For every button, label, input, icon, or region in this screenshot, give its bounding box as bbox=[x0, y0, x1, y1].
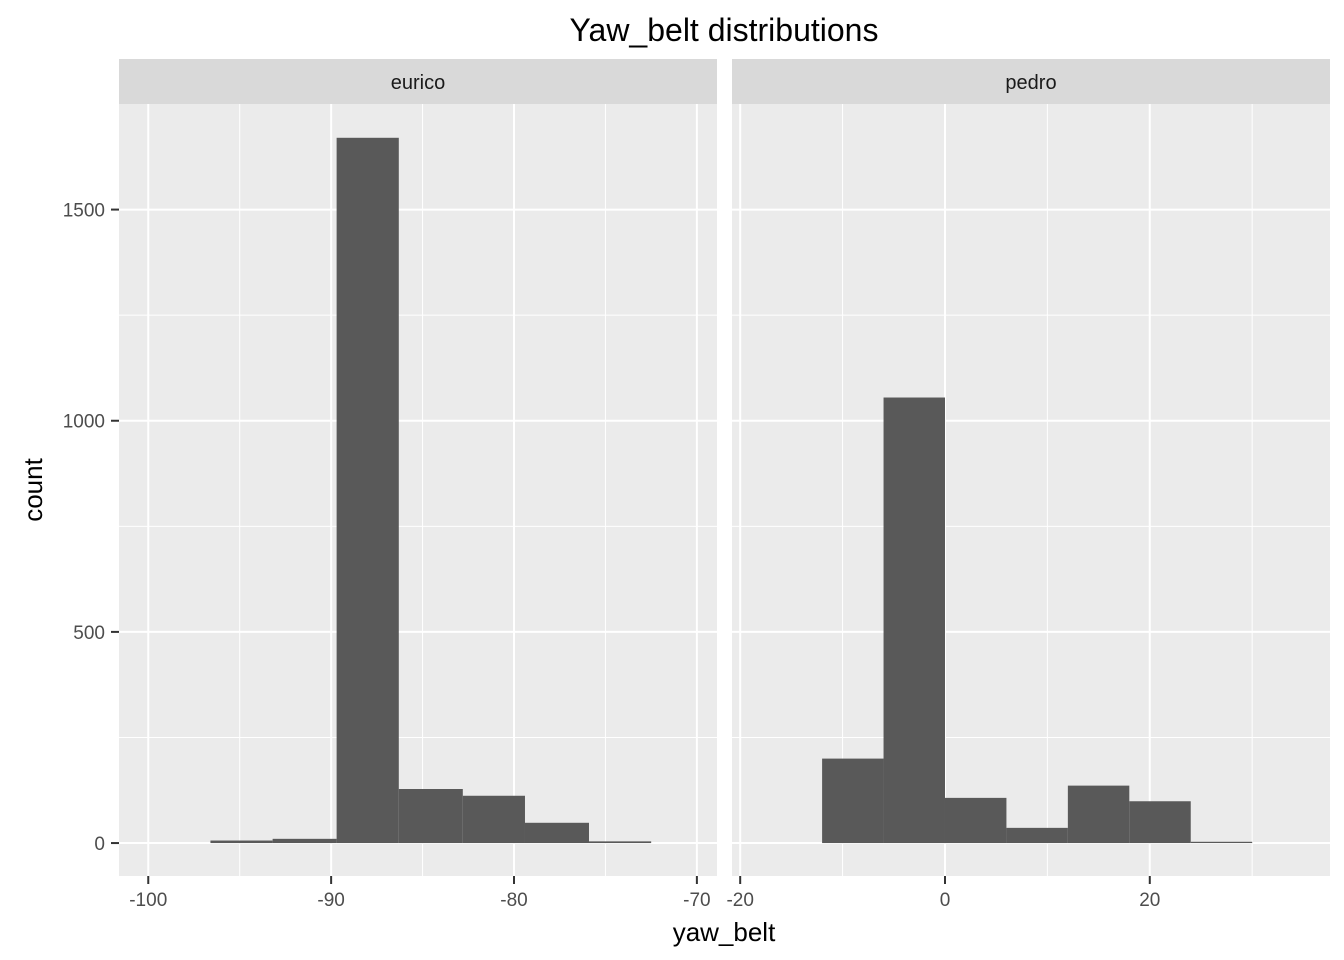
histogram-bar bbox=[336, 137, 399, 844]
histogram-bar bbox=[944, 797, 1007, 844]
histogram-bar bbox=[1006, 827, 1068, 844]
y-tick-label: 500 bbox=[73, 623, 105, 644]
x-tick-label: -80 bbox=[500, 890, 527, 911]
facet-strip bbox=[732, 59, 1330, 104]
x-tick-label: -90 bbox=[317, 890, 344, 911]
y-axis-title: count bbox=[18, 457, 48, 521]
histogram-bar bbox=[272, 838, 337, 844]
histogram-bar bbox=[1129, 801, 1191, 844]
x-tick-label: -100 bbox=[129, 890, 167, 911]
histogram-bar bbox=[524, 822, 589, 844]
facet-panels: 0 500 1000 1500 eurico -100 -90 -80 -70 pedro -20 0… bbox=[63, 59, 1330, 911]
x-axis-title: yaw_belt bbox=[673, 917, 776, 947]
facet-strip bbox=[119, 59, 717, 104]
histogram-bar bbox=[1067, 785, 1130, 844]
panel-background bbox=[732, 104, 1330, 876]
facet-strip-label: eurico bbox=[391, 72, 445, 94]
y-tick-label: 1000 bbox=[63, 412, 105, 433]
x-tick-label: -20 bbox=[726, 890, 753, 911]
x-tick-label: 20 bbox=[1139, 890, 1160, 911]
histogram-bar bbox=[1190, 841, 1253, 844]
histogram-bar bbox=[822, 758, 884, 844]
y-tick-label: 0 bbox=[94, 834, 105, 855]
facet-panel-eurico: eurico -100 -90 -80 -70 bbox=[119, 59, 717, 911]
chart-title: Yaw_belt distributions bbox=[570, 12, 879, 48]
facet-strip-label: pedro bbox=[1005, 72, 1056, 94]
histogram-bar bbox=[883, 397, 945, 844]
histogram-bar bbox=[588, 841, 652, 844]
facet-panel-pedro: pedro -20 0 20 bbox=[726, 59, 1330, 911]
x-tick-label: -70 bbox=[683, 890, 710, 911]
panel-background bbox=[119, 104, 717, 876]
x-tick-label: 0 bbox=[940, 890, 951, 911]
histogram-bar bbox=[462, 795, 525, 844]
histogram-bar bbox=[398, 789, 463, 844]
histogram-bar bbox=[210, 840, 273, 844]
y-tick-label: 1500 bbox=[63, 201, 105, 222]
